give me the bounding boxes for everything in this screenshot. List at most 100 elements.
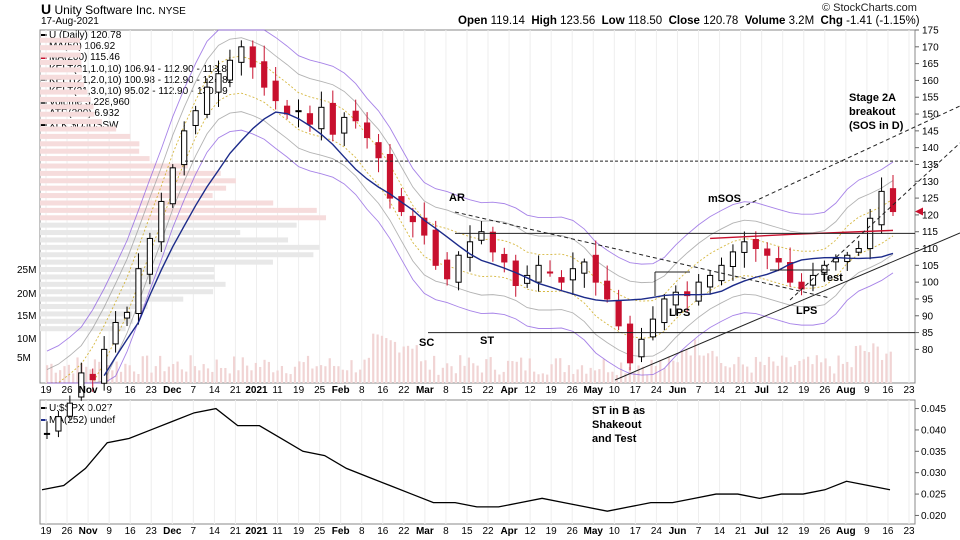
date-tick-label: 23	[903, 385, 915, 396]
volume-bar	[572, 373, 575, 383]
candle-body	[798, 281, 805, 290]
date-tick-label: 26	[567, 526, 579, 537]
date-tick-label: Mar	[416, 385, 434, 396]
volume-bar	[546, 374, 549, 383]
volume-bar	[506, 360, 510, 383]
price-tick-label: 175	[922, 26, 939, 37]
volume-bar	[728, 367, 731, 383]
ohlc-readout: Open 119.14 High 123.56 Low 118.50 Close…	[458, 15, 920, 27]
volume-bar	[380, 335, 384, 383]
date-tick-label: 14	[714, 526, 726, 537]
legend-swatch	[41, 123, 47, 126]
volume-bar	[733, 364, 736, 383]
volume-bar	[167, 366, 170, 383]
date-tick-label: 19	[293, 385, 305, 396]
date-tick-label: 19	[798, 526, 810, 537]
candle-body	[764, 248, 771, 256]
volume-bar	[863, 350, 866, 383]
candle-body	[249, 46, 256, 68]
volume-bar	[693, 339, 697, 383]
vbp-bar	[40, 289, 214, 295]
vbp-bar	[40, 267, 215, 273]
volume-bar	[337, 366, 340, 383]
vbp-bar	[40, 141, 140, 147]
candle-body	[261, 61, 268, 88]
volume-bar	[876, 346, 879, 383]
close-value: 120.78	[703, 15, 739, 27]
date-tick-label: 17	[630, 526, 642, 537]
volume-bar	[263, 359, 266, 383]
legend-text: XLK:$DJUSSW	[49, 119, 119, 131]
volume-bar	[620, 362, 623, 383]
vbp-bar	[40, 252, 314, 258]
volume-bar	[115, 361, 118, 383]
volume-bar	[85, 366, 88, 383]
legend-item: Volume 3,228,960	[41, 97, 233, 108]
volume-bar	[841, 363, 845, 383]
vbp-bar	[40, 148, 140, 154]
volume-bar	[385, 338, 388, 383]
volume-bar	[689, 355, 692, 383]
date-tick-label: 19	[798, 385, 810, 396]
volume-bar	[598, 369, 601, 383]
legend-item: MA(200) 115.46	[41, 52, 233, 63]
price-tick-label: 80	[922, 345, 934, 356]
high-value: 123.56	[560, 15, 596, 27]
volume-bar	[611, 371, 614, 383]
date-tick-label: Dec	[163, 526, 182, 537]
volume-bar	[324, 366, 327, 383]
candle-body	[306, 113, 314, 125]
volume-bar	[785, 357, 788, 383]
exchange: NYSE	[158, 6, 186, 17]
candle-body	[455, 254, 462, 283]
legend-swatch	[41, 101, 47, 104]
candle-body	[729, 251, 737, 268]
date-tick-label: 26	[61, 526, 73, 537]
volume-bar	[472, 363, 475, 383]
candle-body	[855, 248, 862, 253]
volume-bar	[146, 355, 149, 383]
volume-bar	[524, 370, 527, 383]
price-tick-label: 150	[922, 110, 939, 121]
vbp-bar	[40, 104, 94, 110]
volume-bar	[219, 367, 223, 383]
volume-bar	[389, 340, 392, 383]
candle-body	[489, 231, 496, 253]
channel-upper	[739, 105, 960, 209]
volume-bar	[280, 365, 284, 383]
volume-bar	[541, 373, 544, 383]
date-tick-label: 12	[777, 526, 789, 537]
candle-body	[409, 215, 416, 223]
date-tick-label: 8	[443, 526, 449, 537]
vbp-bar	[40, 207, 317, 213]
volume-bar	[889, 351, 892, 383]
date-tick-label: 21	[735, 526, 747, 537]
volume-bar	[820, 362, 823, 383]
volume-bar	[885, 353, 888, 383]
date-tick-label: 16	[377, 385, 389, 396]
date-tick-label: 15	[461, 385, 473, 396]
vbp-bar	[40, 178, 236, 184]
ma50-line	[103, 111, 894, 376]
date-tick-label: 22	[482, 385, 494, 396]
volume-bar	[824, 358, 827, 383]
volume-bar	[511, 361, 514, 383]
channel-lower	[614, 232, 960, 381]
volume-bar	[159, 355, 162, 383]
volume-bar	[759, 361, 762, 383]
date-tick-label: 19	[40, 526, 52, 537]
candle-body	[123, 311, 131, 319]
date-tick-label: 8	[443, 385, 449, 396]
vbp-bar	[40, 311, 133, 317]
downtrend-line	[454, 211, 831, 299]
candle-body	[546, 271, 554, 274]
volume-tick-label: 15M	[17, 311, 36, 322]
volume-tick-label: 5M	[17, 353, 31, 364]
date-tick-label: 23	[146, 526, 158, 537]
volume-bar	[811, 364, 814, 383]
volume-bar	[111, 370, 114, 383]
candle-body	[444, 259, 451, 280]
date-tick-label: 7	[696, 526, 702, 537]
candle-body	[604, 280, 611, 300]
date-tick-label: Dec	[163, 385, 182, 396]
